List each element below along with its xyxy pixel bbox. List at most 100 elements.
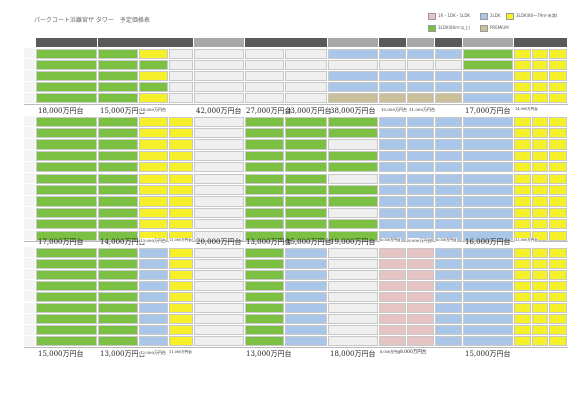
unit-cell: [169, 139, 193, 150]
unit-cell: [463, 59, 513, 70]
unit-cell: [139, 48, 168, 59]
row-label: [24, 138, 35, 150]
unit-cell: [463, 184, 513, 196]
unit-cell: [407, 162, 434, 173]
unit-cell: [514, 48, 531, 59]
page-title: パークコート浜離宮ザ タワー 予定価格表: [34, 17, 150, 24]
price-label: 13,000万円台: [100, 350, 146, 358]
price-label: 13,000万円台: [515, 238, 538, 243]
unit-cell: [98, 82, 138, 93]
unit-cell: [194, 196, 244, 207]
unit-cell: [328, 127, 378, 139]
unit-cell: [379, 82, 406, 93]
unit-cell: [463, 139, 513, 150]
unit-cell: [407, 139, 434, 150]
unit-cell: [435, 82, 462, 93]
unit-cell: [407, 219, 434, 230]
unit-cell: [194, 116, 244, 127]
unit-cell: [549, 207, 567, 219]
unit-cell: [98, 325, 138, 336]
price-label: 15,000万円台: [465, 350, 511, 358]
price-label: 8,000万円台: [436, 238, 457, 243]
unit-cell: [194, 303, 244, 314]
unit-cell: [194, 325, 244, 336]
unit-cell: [379, 247, 406, 258]
unit-cell: [139, 269, 168, 280]
unit-cell: [98, 230, 138, 241]
unit-cell: [98, 196, 138, 207]
legend-item-2ldk: 2LDK: [480, 12, 500, 20]
unit-cell: [139, 196, 168, 207]
price-label: 11,000万円台: [409, 107, 435, 112]
row-label: [24, 70, 35, 81]
unit-cell: [98, 247, 138, 258]
unit-cell: [532, 59, 548, 70]
unit-cell: [435, 219, 462, 230]
unit-cell: [514, 303, 531, 314]
row-label: [24, 195, 35, 207]
unit-cell: [407, 173, 434, 184]
unit-cell: [36, 127, 97, 139]
unit-cell: [285, 162, 327, 173]
unit-cell: [285, 59, 327, 70]
unit-cell: [36, 336, 97, 347]
unit-cell: [407, 247, 434, 258]
unit-cell: [328, 139, 378, 150]
unit-cell: [36, 173, 97, 184]
unit-cell: [532, 70, 548, 82]
unit-cell: [379, 127, 406, 139]
unit-cell: [169, 258, 193, 269]
unit-cell: [514, 247, 531, 258]
unit-cell: [98, 219, 138, 230]
unit-cell: [532, 303, 548, 314]
unit-cell: [407, 48, 434, 59]
unit-cell: [463, 258, 513, 269]
unit-cell: [532, 230, 548, 241]
unit-cell: [532, 269, 548, 280]
unit-cell: [407, 280, 434, 291]
unit-cell: [514, 173, 531, 184]
unit-cell: [379, 207, 406, 219]
legend-label: 3LDK(80m²以上): [438, 25, 471, 30]
unit-cell: [139, 70, 168, 82]
unit-cell: [379, 70, 406, 82]
unit-cell: [285, 173, 327, 184]
unit-cell: [435, 93, 462, 104]
unit-cell: [285, 325, 327, 336]
unit-cell: [532, 258, 548, 269]
unit-cell: [169, 219, 193, 230]
unit-cell: [463, 291, 513, 302]
unit-cell: [98, 150, 138, 162]
unit-cell: [245, 162, 284, 173]
band-divider: [24, 104, 568, 105]
unit-cell: [328, 116, 378, 127]
unit-cell: [169, 93, 193, 104]
column-header-6: [407, 38, 434, 47]
unit-cell: [328, 196, 378, 207]
band-divider: [24, 346, 568, 348]
price-label: 17,000万円台: [465, 107, 511, 115]
unit-cell: [245, 93, 284, 104]
unit-cell: [328, 291, 378, 302]
price-label: 14,000万円台: [100, 238, 146, 246]
unit-cell: [285, 93, 327, 104]
unit-cell: [463, 336, 513, 347]
unit-cell: [98, 162, 138, 173]
unit-cell: [514, 150, 531, 162]
unit-cell: [549, 150, 567, 162]
unit-cell: [169, 325, 193, 336]
unit-cell: [98, 139, 138, 150]
row-label: [24, 302, 35, 313]
unit-cell: [463, 162, 513, 173]
unit-cell: [245, 219, 284, 230]
unit-cell: [285, 207, 327, 219]
unit-cell: [328, 82, 378, 93]
legend-label: 2LDK: [490, 13, 501, 18]
price-label: 10,000万円台: [381, 107, 407, 112]
unit-cell: [139, 207, 168, 219]
row-label: [24, 59, 35, 70]
column-header-1: [98, 38, 193, 47]
unit-cell: [549, 325, 567, 336]
unit-cell: [514, 70, 531, 82]
column-header-5: [379, 38, 406, 47]
